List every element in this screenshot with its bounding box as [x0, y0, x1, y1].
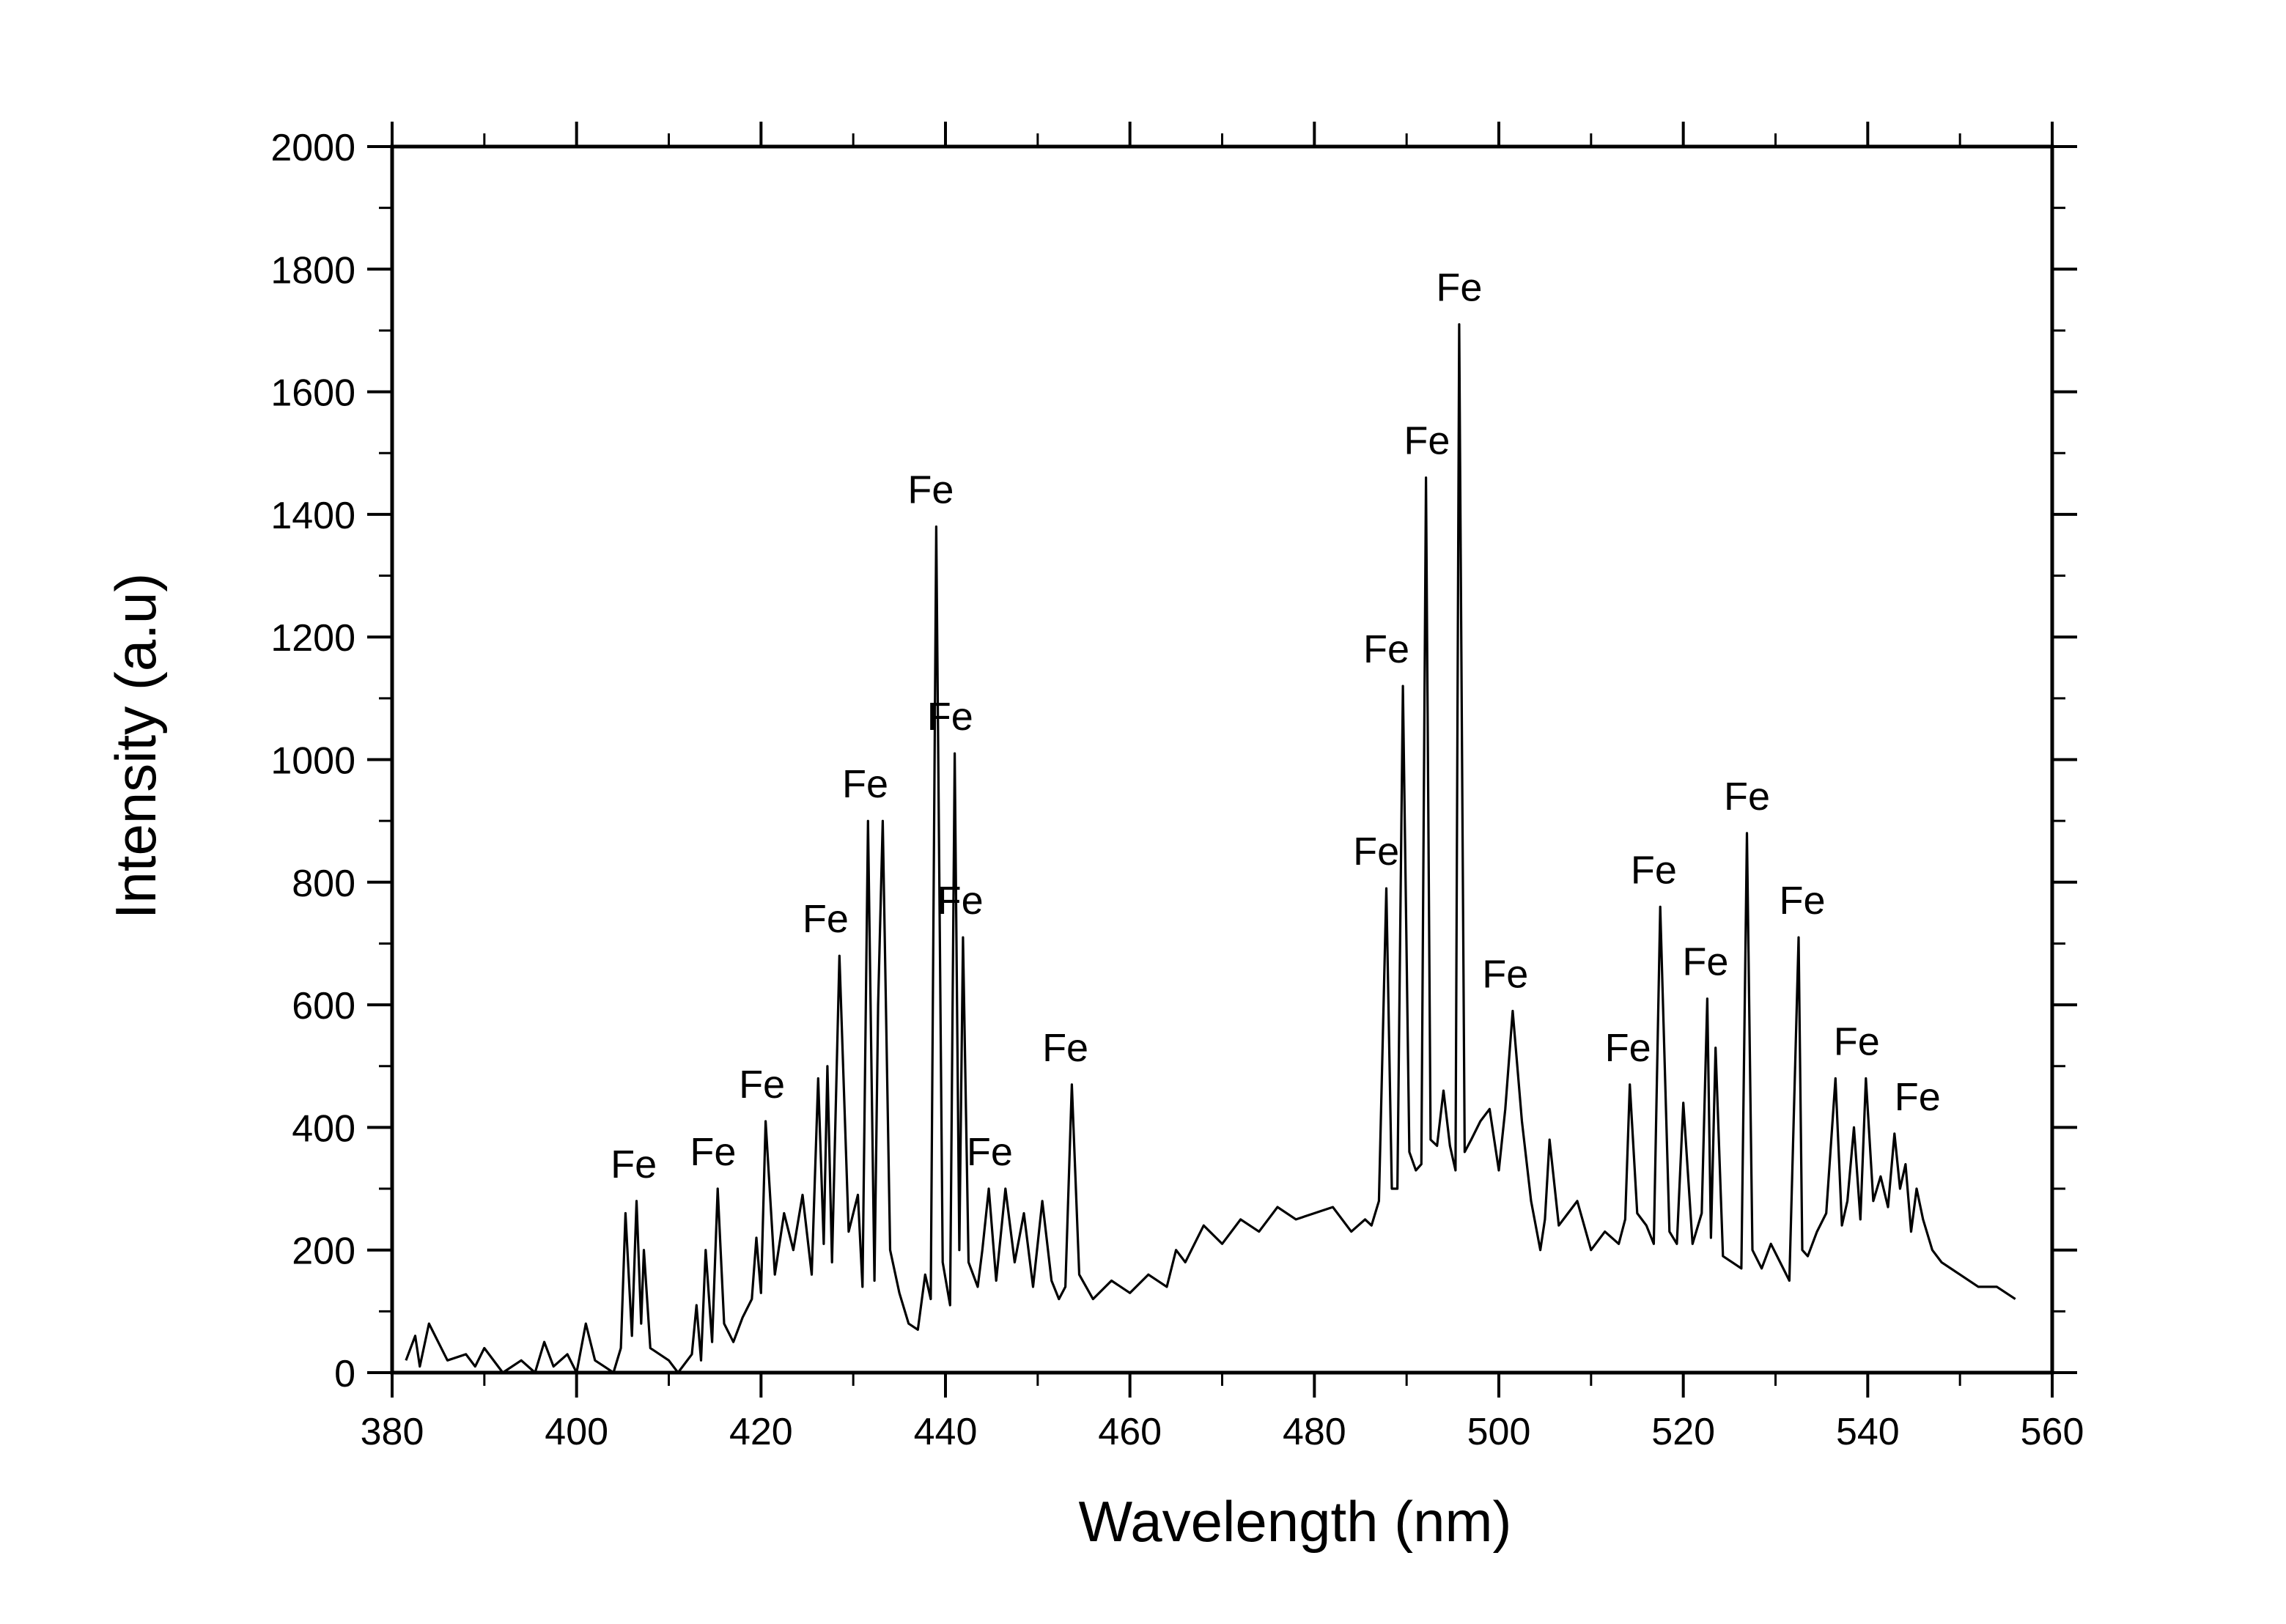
peak-label: Fe [1482, 952, 1528, 996]
peak-label: Fe [1605, 1026, 1651, 1070]
spectrum-line [405, 323, 2016, 1374]
peak-label: Fe [1682, 940, 1728, 984]
peak-label: Fe [1631, 848, 1677, 892]
peak-label: Fe [1895, 1075, 1941, 1119]
x-tick-label: 480 [1283, 1411, 1346, 1453]
peak-label: Fe [937, 879, 984, 923]
plot-frame [390, 144, 2054, 1375]
axis-ticks [367, 122, 2077, 1398]
x-axis-title: Wavelength (nm) [1079, 1489, 1512, 1554]
peak-label: Fe [1042, 1026, 1088, 1070]
peak-label: Fe [1834, 1019, 1880, 1063]
peak-label: Fe [1363, 627, 1409, 671]
tick-labels: 380 400 420 440 460 480 500 520 540 560 0 200 400 600… [270, 127, 2084, 1453]
plot-border [390, 144, 2054, 1375]
y-tick-label: 0 [334, 1353, 355, 1395]
y-tick-label: 1800 [270, 249, 355, 292]
y-tick-label: 200 [292, 1230, 355, 1273]
peak-label: Fe [1779, 879, 1825, 923]
peak-label: Fe [1404, 419, 1450, 463]
peak-annotations: Fe FeFeFeFeFeFeFeFeFeFeFeFeFeFeFeFeFeFeFe… [611, 266, 1941, 1186]
y-tick-label: 400 [292, 1107, 355, 1150]
peak-label: Fe [1353, 830, 1399, 874]
peak-label: Fe [927, 695, 973, 739]
peak-label: Fe [842, 762, 888, 806]
y-tick-label: 2000 [270, 127, 355, 169]
x-tick-label: 560 [2021, 1411, 2084, 1453]
x-tick-label: 520 [1651, 1411, 1715, 1453]
x-tick-label: 400 [545, 1411, 608, 1453]
peak-label: Fe [611, 1143, 657, 1186]
peak-label: Fe [967, 1130, 1013, 1174]
x-tick-label: 500 [1467, 1411, 1531, 1453]
y-tick-label: 1200 [270, 617, 355, 660]
y-tick-label: 1000 [270, 740, 355, 783]
peak-label: Fe [690, 1130, 736, 1174]
x-tick-label: 460 [1098, 1411, 1162, 1453]
peak-label: Fe [907, 468, 954, 512]
x-tick-label: 440 [914, 1411, 978, 1453]
peak-label: Fe [739, 1063, 785, 1107]
plot-area [405, 323, 2016, 1374]
y-axis-title: Intensity (a.u) [103, 573, 168, 920]
y-tick-label: 600 [292, 985, 355, 1027]
peak-label: Fe [1436, 266, 1482, 310]
y-tick-label: 1600 [270, 372, 355, 415]
x-tick-label: 540 [1836, 1411, 1900, 1453]
y-tick-label: 800 [292, 863, 355, 905]
peak-label: Fe [1724, 775, 1770, 819]
peak-label: Fe [803, 897, 849, 941]
x-tick-label: 380 [361, 1411, 424, 1453]
x-tick-label: 420 [729, 1411, 793, 1453]
y-tick-label: 1400 [270, 495, 355, 537]
